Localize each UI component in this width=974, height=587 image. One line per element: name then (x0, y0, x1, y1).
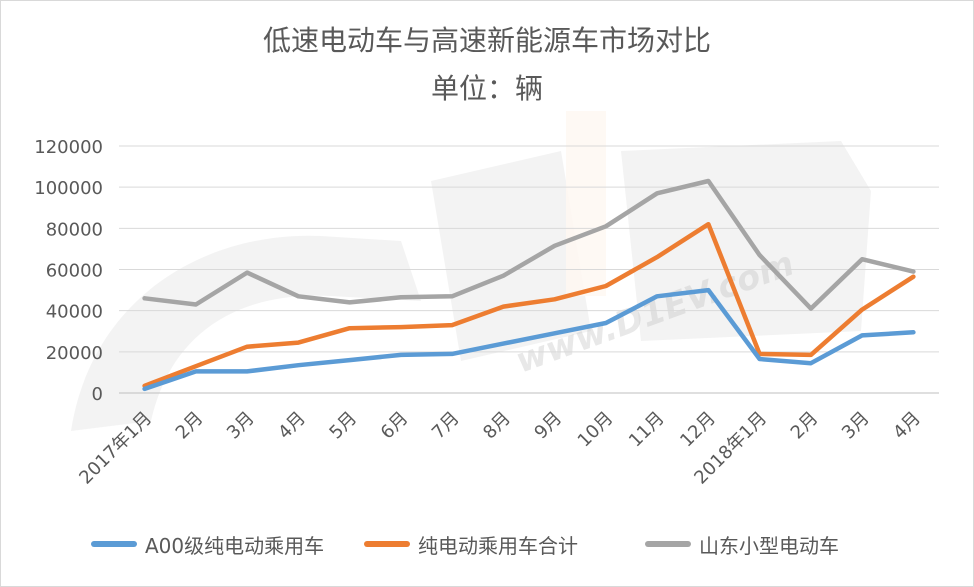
x-tick-label: 3月 (838, 408, 874, 444)
y-tick-label: 80000 (46, 219, 103, 240)
series-line-2 (142, 178, 916, 311)
chart-subtitle: 单位：辆 (430, 72, 543, 105)
legend-label-a00: A00级纯电动乘用车 (145, 533, 325, 558)
line-chart: www.D1EV.com 020000400006000080000100000… (34, 111, 939, 489)
x-tick-label: 4月 (274, 408, 310, 444)
chart-title: 低速电动车与高速新能源车市场对比 (262, 24, 711, 57)
legend-label-bev-total: 纯电动乘用车合计 (418, 533, 578, 558)
x-tick-label: 2月 (172, 408, 208, 444)
series-lines (142, 178, 916, 392)
x-tick-label: 12月 (676, 408, 720, 452)
legend-swatch-shandong (645, 541, 691, 547)
y-axis: 0 20000 40000 60000 80000 100000 120000 (34, 137, 103, 405)
y-tick-label: 60000 (46, 261, 103, 282)
y-tick-label: 20000 (46, 343, 103, 364)
x-tick-label: 6月 (377, 408, 413, 444)
legend-label-shandong: 山东小型电动车 (699, 533, 839, 558)
x-tick-label: 8月 (479, 408, 515, 444)
x-tick-label: 3月 (223, 408, 259, 444)
series-line-0 (142, 287, 916, 392)
x-tick-label: 4月 (889, 408, 925, 444)
legend-item-a00: A00级纯电动乘用车 (91, 528, 324, 560)
legend-item-shandong: 山东小型电动车 (645, 528, 839, 560)
legend: A00级纯电动乘用车 纯电动乘用车合计 山东小型电动车 (1, 528, 973, 560)
legend-item-bev-total: 纯电动乘用车合计 (364, 528, 578, 560)
x-tick-label: 10月 (574, 408, 618, 452)
y-tick-label: 100000 (34, 178, 103, 199)
x-tick-label: 11月 (625, 408, 669, 452)
y-tick-label: 0 (92, 384, 103, 405)
gridlines (119, 145, 939, 394)
legend-swatch-a00 (91, 541, 137, 547)
legend-swatch-bev-total (364, 541, 410, 547)
x-tick-label: 2月 (787, 408, 823, 444)
x-tick-label: 9月 (530, 408, 566, 444)
x-tick-label: 7月 (428, 408, 464, 444)
series-line-1 (142, 221, 916, 389)
x-tick-label: 5月 (325, 408, 361, 444)
y-tick-label: 40000 (46, 302, 103, 323)
y-tick-label: 120000 (34, 137, 103, 158)
